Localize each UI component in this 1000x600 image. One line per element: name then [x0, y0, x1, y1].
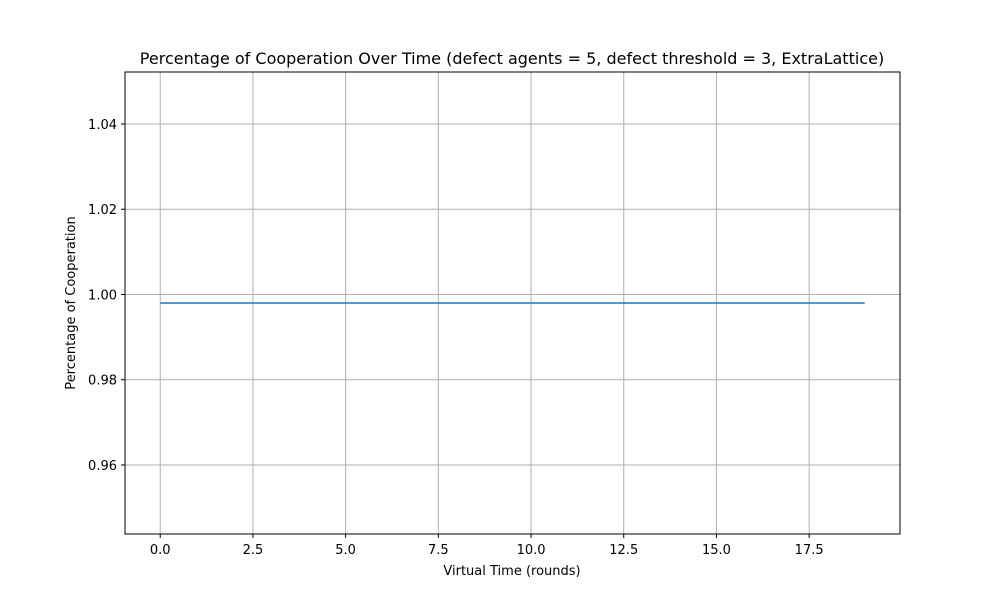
y-tick-label: 1.02: [88, 203, 117, 218]
y-tick-label: 1.00: [88, 288, 117, 303]
y-axis-label: Percentage of Cooperation: [64, 216, 79, 389]
x-tick-label: 12.5: [609, 543, 638, 558]
x-tick-label: 10.0: [517, 543, 546, 558]
x-axis-label: Virtual Time (rounds): [443, 564, 580, 579]
x-tick-label: 17.5: [795, 543, 824, 558]
y-tick-label: 0.96: [88, 459, 117, 474]
y-axis-ticks: 0.96 0.98 1.00 1.02 1.04: [88, 118, 125, 474]
y-tick-label: 1.04: [88, 118, 117, 133]
x-axis-ticks: 0.0 2.5 5.0 7.5 10.0 12.5 15.0 17.5: [150, 534, 824, 558]
y-tick-label: 0.98: [88, 374, 117, 389]
x-tick-label: 0.0: [150, 543, 171, 558]
x-tick-label: 15.0: [702, 543, 731, 558]
x-tick-label: 7.5: [428, 543, 449, 558]
plot-frame: [124, 71, 901, 535]
x-tick-label: 2.5: [243, 543, 264, 558]
x-tick-label: 5.0: [335, 543, 356, 558]
chart-title: Percentage of Cooperation Over Time (def…: [140, 49, 884, 68]
